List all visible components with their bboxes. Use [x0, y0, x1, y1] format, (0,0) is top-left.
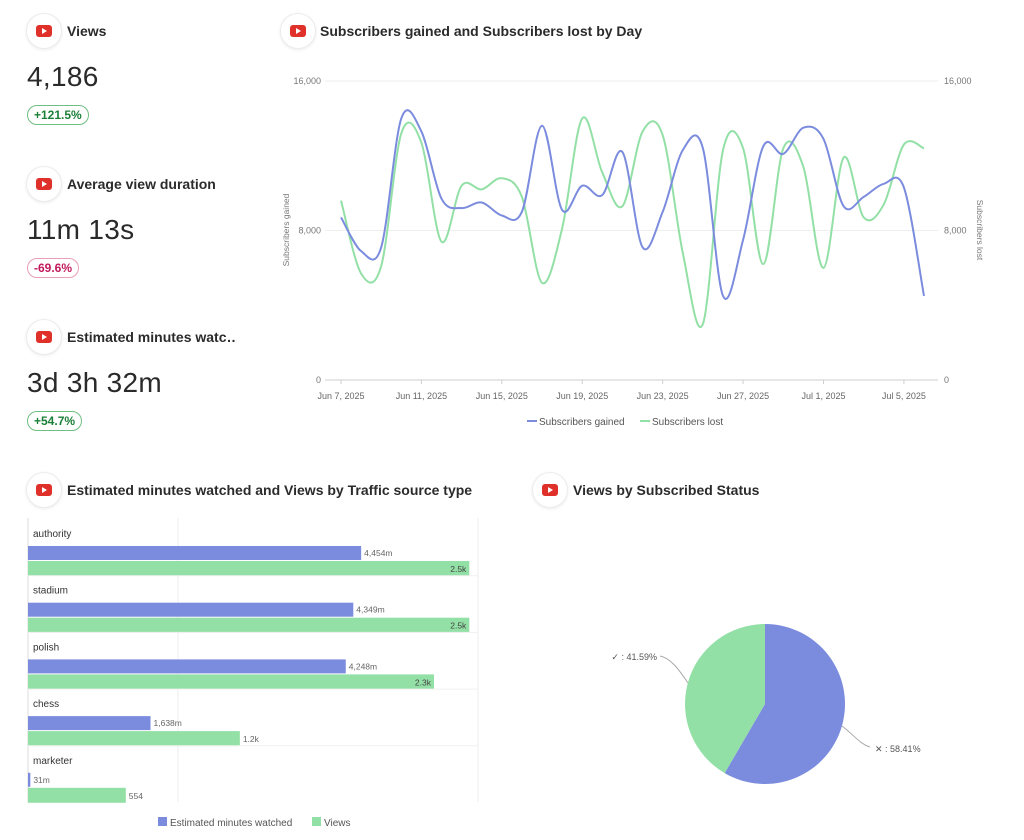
youtube-icon [26, 472, 62, 508]
change-badge: -69.6% [27, 258, 80, 278]
y2-axis-title: Subscribers lost [975, 200, 985, 261]
youtube-icon [532, 472, 568, 508]
pie-slice-label: ✓ : 41.59% [611, 652, 657, 662]
chart-title: Estimated minutes watched and Views by T… [67, 482, 473, 498]
bar-value-label: 31m [33, 775, 50, 785]
chart-title: Views by Subscribed Status [573, 482, 760, 498]
bar-value-label: 4,248m [349, 661, 377, 671]
y2-tick-label: 16,000 [944, 76, 972, 86]
bar-estimated-minutes-watched [28, 546, 362, 560]
legend-swatch-views [312, 817, 321, 826]
category-label: authority [33, 529, 71, 540]
kpi-value: 4,186 [27, 61, 99, 92]
bar-views [28, 561, 470, 576]
youtube-icon [26, 13, 62, 49]
x-tick-label: Jul 1, 2025 [801, 391, 845, 401]
y-tick-label: 0 [316, 375, 321, 385]
x-tick-label: Jun 27, 2025 [717, 391, 769, 401]
x-tick-label: Jun 15, 2025 [476, 391, 528, 401]
youtube-icon [280, 13, 316, 49]
bar-value-label: 2.5k [450, 564, 467, 574]
category-label: marketer [33, 756, 73, 767]
callout-line [659, 655, 689, 684]
x-tick-label: Jun 19, 2025 [556, 391, 608, 401]
y2-tick-label: 0 [944, 375, 949, 385]
bar-value-label: 4,454m [364, 548, 392, 558]
x-tick-label: Jul 5, 2025 [882, 391, 926, 401]
bar-value-label: 1,638m [154, 718, 182, 728]
bar-views [28, 787, 126, 803]
bar-views [28, 674, 435, 690]
bar-value-label: 554 [129, 791, 143, 801]
chart-legend: Estimated minutes watched Views [158, 817, 351, 829]
category-label: polish [33, 642, 59, 653]
kpi-value: 3d 3h 32m [27, 367, 163, 398]
legend-label-estimated-minutes-watched: Estimated minutes watched [170, 818, 292, 829]
series-line-subscribers-lost [340, 116, 925, 328]
bar-estimated-minutes-watched [28, 659, 346, 674]
bar-value-label: 4,349m [356, 605, 384, 615]
change-badge: +54.7% [27, 411, 83, 431]
legend-label-subscribers-gained: Subscribers gained [539, 417, 625, 428]
x-tick-label: Jun 7, 2025 [317, 391, 364, 401]
bar-views [28, 731, 240, 747]
pie-chart: ✕ : 58.41% ✓ : 41.59% [611, 624, 921, 784]
chart-title: Subscribers gained and Subscribers lost … [320, 23, 643, 39]
pie-slice [724, 624, 846, 784]
y-tick-label: 16,000 [293, 76, 321, 86]
bar-estimated-minutes-watched [28, 602, 354, 617]
bar-chart: authority 4,454m 2.5k stadium 4,349m 2.5k poli… [27, 518, 479, 829]
y2-tick-label: 8,000 [944, 226, 967, 236]
kpi-title: Views [67, 23, 107, 39]
kpi-value: 11m 13s [27, 214, 135, 245]
x-tick-label: Jun 11, 2025 [396, 391, 447, 401]
legend-label-subscribers-lost: Subscribers lost [652, 417, 723, 428]
y-tick-label: 8,000 [298, 226, 321, 236]
category-label: chess [33, 699, 59, 710]
y-axis-title: Subscribers gained [281, 193, 291, 266]
bar-estimated-minutes-watched [28, 772, 31, 787]
pie-slice-label: ✕ : 58.41% [875, 744, 921, 754]
bar-value-label: 2.5k [450, 621, 467, 631]
bar-value-label: 1.2k [243, 734, 260, 744]
series-line-subscribers-gained [340, 109, 925, 300]
youtube-icon [26, 319, 62, 355]
legend-swatch-estimated-minutes-watched [158, 817, 167, 826]
kpi-title: Average view duration [67, 176, 216, 192]
callout-line [841, 725, 871, 748]
chart-legend: Subscribers gained Subscribers lost [527, 417, 723, 428]
youtube-icon [26, 166, 62, 202]
x-tick-label: Jun 23, 2025 [637, 391, 689, 401]
pie-slice [685, 624, 765, 774]
change-badge: +121.5% [27, 105, 89, 125]
bar-value-label: 2.3k [415, 677, 432, 687]
category-label: stadium [33, 586, 68, 597]
line-chart: 0 0 8,000 8,000 16,000 16,000 Subscribers gain… [281, 76, 985, 428]
kpi-title: Estimated minutes watc… [67, 329, 237, 345]
bar-views [28, 617, 470, 633]
bar-estimated-minutes-watched [28, 716, 151, 731]
legend-label-views: Views [324, 818, 351, 829]
